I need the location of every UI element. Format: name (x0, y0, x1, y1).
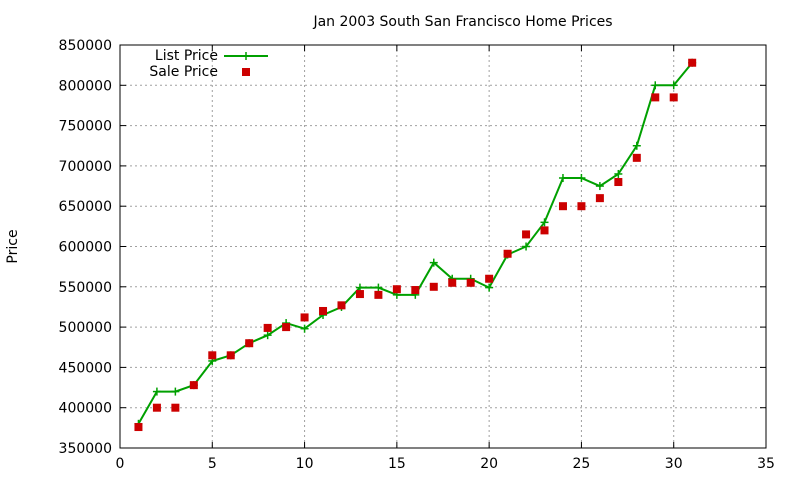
list-price-line (137, 62, 693, 425)
sale-price-point (466, 278, 475, 287)
y-tick-label: 650000 (59, 199, 112, 215)
sale-price-point (171, 403, 180, 412)
legend-label-list-price: List Price (155, 48, 218, 64)
y-tick-label: 800000 (59, 78, 112, 94)
sale-price-point (374, 290, 383, 299)
y-tick-label: 600000 (59, 240, 112, 256)
grid (120, 45, 766, 448)
sale-price-point (503, 249, 512, 258)
list-price-point (300, 324, 309, 333)
sale-price-point (226, 351, 235, 360)
list-price-point (558, 173, 567, 182)
chart-title: Jan 2003 South San Francisco Home Prices (312, 14, 612, 30)
list-price-point (263, 331, 272, 340)
list-price-point (595, 182, 604, 191)
sale-price-point (282, 323, 291, 332)
sale-price-point (319, 306, 328, 315)
sale-price-point (392, 285, 401, 294)
legend-swatches (224, 52, 268, 76)
x-tick-label: 20 (480, 456, 498, 472)
list-price-point (522, 242, 531, 251)
sale-price-point (669, 93, 678, 102)
sale-price-point (355, 290, 364, 299)
sale-price-point (337, 301, 346, 310)
list-price-point (171, 387, 180, 396)
sale-price-point (411, 286, 420, 295)
x-tick-label: 35 (757, 456, 775, 472)
y-tick-label: 750000 (59, 119, 112, 135)
sale-price-point (245, 339, 254, 348)
x-tick-label: 0 (116, 456, 125, 472)
x-tick-label: 5 (208, 456, 217, 472)
sale-price-point (577, 202, 586, 211)
sale-price-point (152, 403, 161, 412)
sale-price-point (540, 226, 549, 235)
y-tick-label: 550000 (59, 280, 112, 296)
legend-swatch-sale-price (242, 68, 250, 76)
list-price-point (632, 141, 641, 150)
sale-price-point (651, 93, 660, 102)
y-tick-label: 850000 (59, 38, 112, 54)
series (134, 58, 697, 432)
axis-ticks: 0 5 10 15 20 25 30 35 350000 400000 450000 500000 55… (59, 38, 775, 472)
list-price-point (540, 218, 549, 227)
list-price-point (577, 173, 586, 182)
list-price-point (651, 81, 660, 90)
sale-price-point (614, 178, 623, 187)
list-price-point (374, 283, 383, 292)
legend-marker-list-price (242, 52, 250, 60)
sale-price-point (595, 194, 604, 203)
list-price-point (152, 387, 161, 396)
list-price-point (429, 258, 438, 267)
x-tick-label: 15 (388, 456, 406, 472)
sale-price-point (208, 351, 217, 360)
x-tick-label: 10 (296, 456, 314, 472)
sale-price-point (429, 282, 438, 291)
sale-price-point (558, 202, 567, 211)
x-tick-label: 30 (665, 456, 683, 472)
list-price-point (614, 169, 623, 178)
sale-price-point (485, 274, 494, 283)
y-tick-label: 350000 (59, 441, 112, 457)
y-tick-label: 700000 (59, 159, 112, 175)
legend: List Price Sale Price (149, 48, 268, 80)
sale-price-point (632, 153, 641, 162)
list-price-point (485, 283, 494, 292)
list-price-point (669, 81, 678, 90)
x-tick-label: 25 (573, 456, 591, 472)
legend-label-sale-price: Sale Price (149, 64, 218, 80)
y-tick-label: 400000 (59, 401, 112, 417)
sale-price-point (448, 278, 457, 287)
sale-price-point (688, 58, 697, 67)
sale-price-point (134, 423, 143, 432)
y-tick-label: 450000 (59, 360, 112, 376)
sale-price-point (263, 323, 272, 332)
y-tick-label: 500000 (59, 320, 112, 336)
sale-price-point (300, 313, 309, 322)
sale-price-point (522, 230, 531, 239)
y-axis-label: Price (5, 229, 21, 263)
sale-price-point (189, 381, 198, 390)
